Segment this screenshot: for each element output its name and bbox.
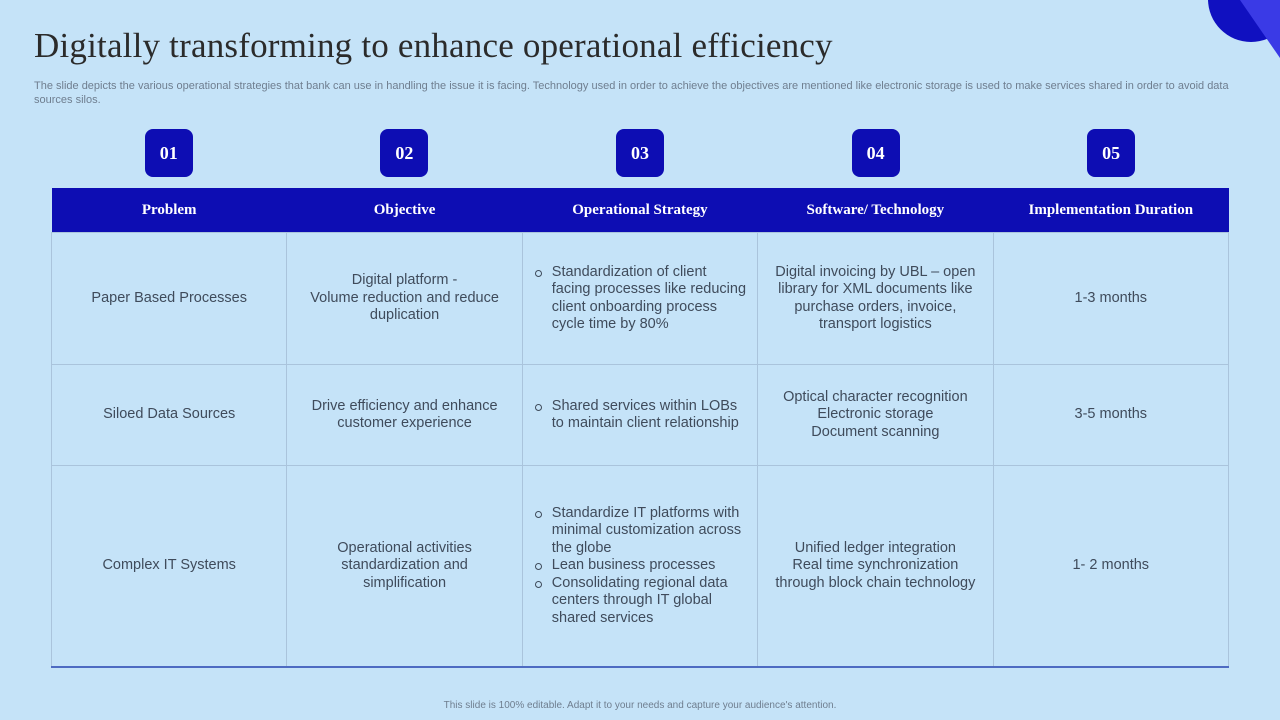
objective-cell: Drive efficiency and enhance customer ex… [286, 364, 523, 466]
technology-cell: Optical character recognition Electronic… [757, 364, 994, 466]
objective-text: Drive efficiency and enhance customer ex… [311, 397, 498, 432]
corner-decoration [1190, 0, 1280, 62]
strategy-bullet: Standardize IT platforms with minimal cu… [533, 505, 747, 558]
strategy-bullet: Standardization of client facing process… [533, 264, 747, 334]
strategy-bullet: Shared services within LOBs to maintain … [533, 398, 747, 433]
problem-cell: Paper Based Processes [50, 232, 288, 365]
slide-subtitle: The slide depicts the various operationa… [34, 80, 1229, 106]
duration-cell: 3-5 months [992, 364, 1230, 466]
objective-cell: Operational activities standardization a… [286, 465, 523, 668]
table-row: Siloed Data Sources Drive efficiency and… [50, 364, 1230, 466]
strategy-cell: Standardization of client facing process… [521, 232, 759, 365]
duration-cell: 1- 2 months [992, 465, 1230, 668]
technology-text: Unified ledger integration [794, 539, 956, 556]
table-header-row: Problem Objective Operational Strategy S… [51, 188, 1229, 233]
number-badge: 05 [1087, 129, 1136, 177]
table-row: Paper Based Processes Digital platform -… [50, 232, 1230, 365]
column-header-problem: Problem [51, 188, 287, 233]
objective-cell: Digital platform - Volume reduction and … [286, 232, 523, 365]
number-badges: 01 02 03 04 05 [51, 129, 1229, 177]
strategy-list: Standardize IT platforms with minimal cu… [533, 505, 747, 628]
problem-cell: Siloed Data Sources [50, 364, 288, 466]
problem-cell: Complex IT Systems [50, 465, 288, 668]
number-badge: 04 [851, 129, 900, 177]
technology-text: Document scanning [811, 423, 940, 440]
strategy-list: Standardization of client facing process… [533, 264, 747, 334]
table-row: Complex IT Systems Operational activitie… [50, 465, 1230, 668]
number-badge: 01 [144, 129, 193, 177]
strategy-bullet: Lean business processes [533, 557, 747, 575]
technology-text: Electronic storage [817, 406, 934, 423]
number-badge: 03 [615, 129, 664, 177]
objective-text: Digital platform - [351, 272, 458, 289]
column-header-strategy: Operational Strategy [522, 188, 758, 233]
column-header-objective: Objective [286, 188, 523, 233]
slide-footer: This slide is 100% editable. Adapt it to… [443, 700, 837, 711]
objective-text: Volume reduction and reduce duplication [310, 289, 499, 324]
objective-text: Operational activities standardization a… [337, 539, 472, 591]
strategy-list: Shared services within LOBs to maintain … [533, 398, 747, 433]
technology-cell: Digital invoicing by UBL – open library … [757, 232, 994, 365]
number-badge: 02 [380, 129, 429, 177]
corner-triangle-shape [1240, 0, 1280, 58]
duration-cell: 1-3 months [992, 232, 1230, 365]
column-header-duration: Implementation Duration [993, 188, 1229, 233]
technology-cell: Unified ledger integration Real time syn… [757, 465, 994, 668]
strategy-table: Problem Objective Operational Strategy S… [50, 188, 1230, 668]
strategy-bullet: Consolidating regional data centers thro… [533, 575, 747, 628]
strategy-cell: Standardize IT platforms with minimal cu… [521, 465, 759, 668]
column-header-technology: Software/ Technology [757, 188, 994, 233]
technology-text: Optical character recognition [783, 388, 968, 405]
strategy-cell: Shared services within LOBs to maintain … [521, 364, 759, 466]
technology-text: Real time synchronization through block … [775, 557, 976, 591]
slide-title: Digitally transforming to enhance operat… [34, 26, 833, 65]
technology-text: Digital invoicing by UBL – open library … [775, 263, 976, 333]
